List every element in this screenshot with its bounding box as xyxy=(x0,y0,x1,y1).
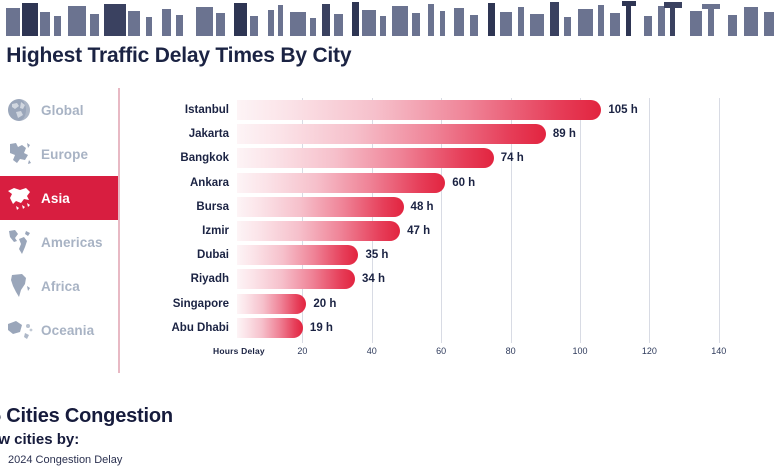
bar-category-label: Jakarta xyxy=(188,128,229,141)
chart-bar-row[interactable]: Riyadh 34 h xyxy=(119,267,780,291)
sidebar-item-label: Global xyxy=(41,102,84,118)
x-axis-tick-label: 40 xyxy=(366,346,377,356)
bar-category-label: Bursa xyxy=(196,200,229,213)
chart-plot-area: 20406080100120140160Istanbul105 hJakarta… xyxy=(119,88,780,356)
bar[interactable] xyxy=(237,196,404,217)
x-axis-tick-label: 20 xyxy=(297,346,308,356)
x-axis-tick-label: 60 xyxy=(436,346,447,356)
page-title: n Highest Traffic Delay Times By City xyxy=(0,44,352,67)
traffic-delay-bar-chart: 20406080100120140160Istanbul105 hJakarta… xyxy=(119,88,780,373)
bar-value-label: 34 h xyxy=(361,273,385,286)
sidebar-item-label: Asia xyxy=(41,190,70,206)
bar[interactable] xyxy=(237,172,446,193)
chart-bar-row[interactable]: Abu Dhabi 19 h xyxy=(119,316,780,340)
x-axis-tick-label: 100 xyxy=(572,346,588,356)
globe-icon xyxy=(4,96,34,124)
gridline xyxy=(510,98,512,343)
sidebar-item-label: Oceania xyxy=(41,322,95,338)
sidebar-item-americas[interactable]: Americas xyxy=(0,220,119,264)
x-axis-tick-label: 140 xyxy=(711,346,727,356)
bar-value-label: 60 h xyxy=(452,176,476,189)
gridline xyxy=(371,98,373,343)
oceania-map-icon xyxy=(4,316,34,344)
sidebar-item-africa[interactable]: Africa xyxy=(0,264,119,308)
bar[interactable] xyxy=(237,269,355,290)
gridline xyxy=(302,98,304,343)
asia-map-icon xyxy=(4,184,34,212)
city-skyline-banner xyxy=(0,0,780,38)
footer-block: 5 Cities Congestion ew cities by: 2024 C… xyxy=(0,405,780,470)
x-axis-tick-label: 80 xyxy=(505,346,516,356)
americas-map-icon xyxy=(4,228,34,256)
bar[interactable] xyxy=(237,100,602,120)
bar[interactable] xyxy=(237,317,303,338)
bar[interactable] xyxy=(237,293,307,314)
footer-heading: 5 Cities Congestion xyxy=(0,405,173,427)
sidebar-item-asia[interactable]: Asia xyxy=(0,176,119,220)
bar-category-label: Singapore xyxy=(172,297,229,310)
bar-value-label: 74 h xyxy=(500,152,524,165)
europe-map-icon xyxy=(4,140,34,168)
bar-value-label: 35 h xyxy=(365,249,389,262)
bar-value-label: 47 h xyxy=(407,225,431,237)
bar[interactable] xyxy=(237,245,359,266)
city-skyline-silhouette xyxy=(6,1,774,36)
x-axis-tick-label: 120 xyxy=(641,346,657,356)
bar-value-label: 19 h xyxy=(309,321,333,334)
bar-category-label: Riyadh xyxy=(190,273,229,286)
bar-value-label: 89 h xyxy=(552,128,576,141)
gridline xyxy=(718,98,720,343)
gridline xyxy=(649,98,651,343)
chart-bar-row[interactable]: Singapore 20 h xyxy=(119,292,780,316)
sidebar-item-global[interactable]: Global xyxy=(0,88,119,132)
sidebar-item-oceania[interactable]: Oceania xyxy=(0,308,119,352)
bar-category-label: Ankara xyxy=(190,176,229,189)
sidebar-item-label: Americas xyxy=(41,234,103,250)
bar[interactable] xyxy=(237,124,546,145)
sidebar-item-label: Europe xyxy=(41,146,89,162)
chart-bar-row[interactable]: Jakarta 89 h xyxy=(119,122,780,146)
bar-value-label: 105 h xyxy=(608,104,638,116)
region-sidebar: Global Europe Asia xyxy=(0,88,119,373)
bar-category-label: Izmir xyxy=(202,225,229,237)
bar[interactable] xyxy=(237,221,401,241)
africa-map-icon xyxy=(4,272,34,300)
chart-bar-row[interactable]: Istanbul 105 h xyxy=(119,98,780,122)
sidebar-item-label: Africa xyxy=(41,278,80,294)
bar-category-label: Abu Dhabi xyxy=(171,321,230,334)
bar-category-label: Dubai xyxy=(197,249,229,262)
footer-subheading: ew cities by: xyxy=(0,431,80,448)
x-axis-title: Hours Delay xyxy=(213,346,265,356)
bar-category-label: Bangkok xyxy=(180,152,229,165)
chart-bar-row[interactable]: Ankara 60 h xyxy=(119,171,780,195)
sidebar-divider xyxy=(118,88,120,373)
bar-value-label: 20 h xyxy=(313,297,337,310)
chart-bar-row[interactable]: Dubai 35 h xyxy=(119,243,780,267)
bar[interactable] xyxy=(237,148,494,169)
bar-value-label: 48 h xyxy=(410,200,434,213)
bar-category-label: Istanbul xyxy=(184,104,229,116)
sidebar-item-europe[interactable]: Europe xyxy=(0,132,119,176)
footer-caption: 2024 Congestion Delay xyxy=(8,454,123,466)
chart-bar-row[interactable]: Izmir 47 h xyxy=(119,219,780,243)
chart-bar-row[interactable]: Bursa 48 h xyxy=(119,195,780,219)
gridline xyxy=(580,98,581,343)
gridline xyxy=(441,98,443,343)
chart-bar-row[interactable]: Bangkok 74 h xyxy=(119,146,780,170)
